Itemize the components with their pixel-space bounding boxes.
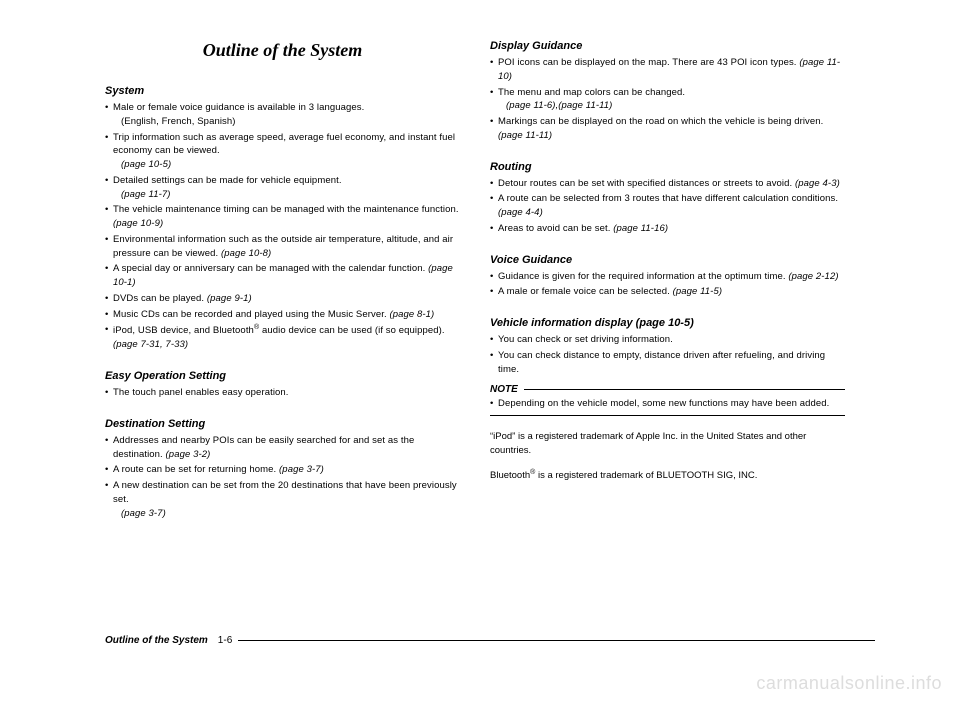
page-footer: Outline of the System 1-6 [105, 635, 875, 646]
list-system: Male or female voice guidance is availab… [105, 101, 460, 352]
list-item: Guidance is given for the required infor… [490, 270, 845, 284]
note-rule-icon [524, 389, 845, 390]
list-item: The vehicle maintenance timing can be ma… [105, 203, 460, 231]
left-column: Outline of the System System Male or fem… [105, 40, 460, 523]
list-item: Trip information such as average speed, … [105, 131, 460, 172]
list-item: Markings can be displayed on the road on… [490, 115, 845, 143]
note-rule-bottom-icon [490, 415, 845, 416]
list-item: A new destination can be set from the 20… [105, 479, 460, 520]
footer-rule-icon [238, 640, 875, 642]
watermark: carmanualsonline.info [756, 673, 942, 694]
list-display: POI icons can be displayed on the map. T… [490, 56, 845, 143]
section-head-easy: Easy Operation Setting [105, 370, 460, 382]
list-routing: Detour routes can be set with specified … [490, 177, 845, 236]
trademark-ipod: “iPod” is a registered trademark of Appl… [490, 430, 845, 458]
columns: Outline of the System System Male or fem… [105, 40, 875, 523]
list-dest: Addresses and nearby POIs can be easily … [105, 434, 460, 521]
list-item: The touch panel enables easy operation. [105, 386, 460, 400]
list-item: Addresses and nearby POIs can be easily … [105, 434, 460, 462]
list-item: You can check distance to empty, distanc… [490, 349, 845, 377]
list-item: DVDs can be played. (page 9-1) [105, 292, 460, 306]
list-easy: The touch panel enables easy operation. [105, 386, 460, 400]
page-title: Outline of the System [105, 40, 460, 61]
list-item: Detailed settings can be made for vehicl… [105, 174, 460, 202]
list-item: Music CDs can be recorded and played usi… [105, 308, 460, 322]
list-note: Depending on the vehicle model, some new… [490, 397, 845, 411]
section-head-dest: Destination Setting [105, 418, 460, 430]
list-item: The menu and map colors can be changed.(… [490, 86, 845, 114]
section-head-display: Display Guidance [490, 40, 845, 52]
page: Outline of the System System Male or fem… [0, 0, 960, 708]
section-head-system: System [105, 85, 460, 97]
list-item: A route can be selected from 3 routes th… [490, 192, 845, 220]
section-head-voice: Voice Guidance [490, 254, 845, 266]
list-item: A male or female voice can be selected. … [490, 285, 845, 299]
list-item: Environmental information such as the ou… [105, 233, 460, 261]
section-head-vehicle: Vehicle information display (page 10-5) [490, 317, 845, 329]
list-item: iPod, USB device, and Bluetooth® audio d… [105, 323, 460, 352]
list-item: Depending on the vehicle model, some new… [490, 397, 845, 411]
footer-page-number: 1-6 [218, 635, 232, 646]
list-item: Detour routes can be set with specified … [490, 177, 845, 191]
list-item: A special day or anniversary can be mana… [105, 262, 460, 290]
list-item: POI icons can be displayed on the map. T… [490, 56, 845, 84]
list-item: Male or female voice guidance is availab… [105, 101, 460, 129]
list-voice: Guidance is given for the required infor… [490, 270, 845, 300]
note-header: NOTE [490, 384, 845, 395]
list-item: A route can be set for returning home. (… [105, 463, 460, 477]
note-head: NOTE [490, 384, 518, 395]
list-item: Areas to avoid can be set. (page 11-16) [490, 222, 845, 236]
trademark-bluetooth: Bluetooth® is a registered trademark of … [490, 468, 845, 483]
section-head-routing: Routing [490, 161, 845, 173]
right-column: Display Guidance POI icons can be displa… [490, 40, 845, 523]
footer-title: Outline of the System [105, 635, 208, 646]
list-vehicle: You can check or set driving information… [490, 333, 845, 376]
list-item: You can check or set driving information… [490, 333, 845, 347]
